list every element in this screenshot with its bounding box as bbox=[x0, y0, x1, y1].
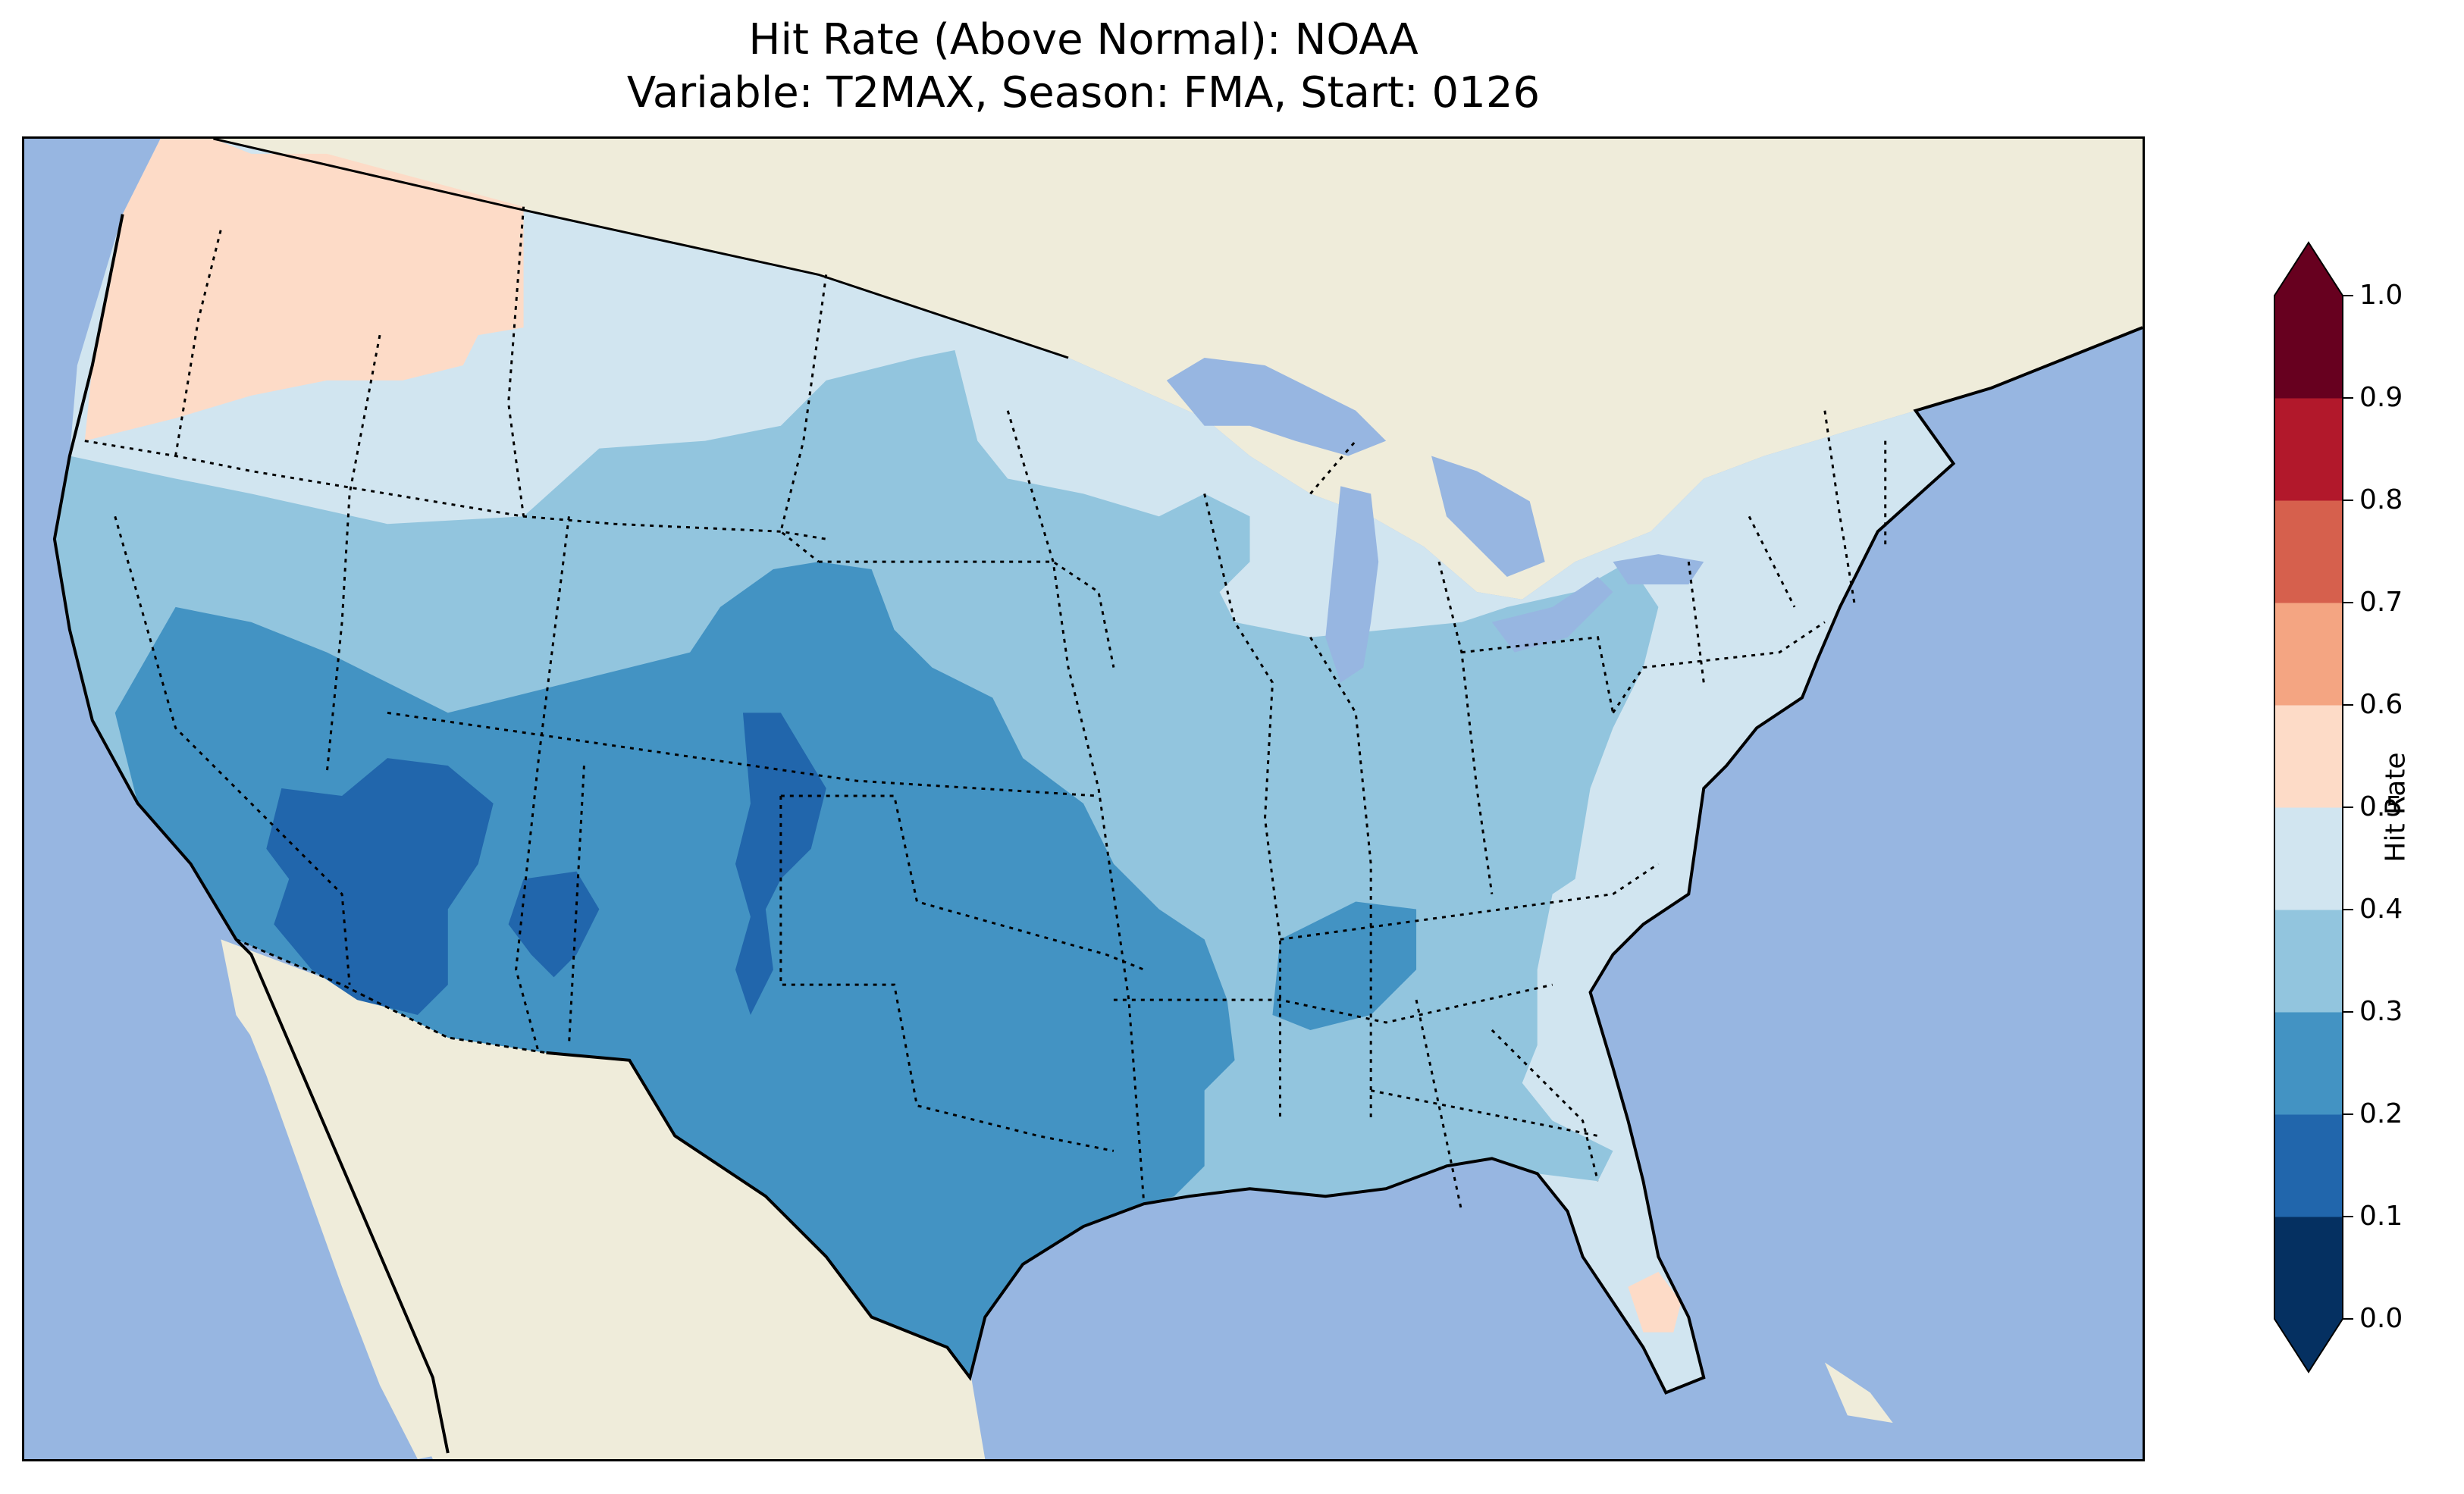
colorbar-tick-label: 0.6 bbox=[2359, 689, 2403, 720]
colorbar-bin bbox=[2274, 1012, 2343, 1115]
lake-ontario bbox=[1613, 554, 1704, 584]
colorbar-bin bbox=[2274, 398, 2343, 501]
state-borders bbox=[84, 206, 1887, 1212]
colorbar-tick-label: 0.0 bbox=[2359, 1303, 2403, 1334]
baja-land bbox=[221, 939, 448, 1459]
colorbar-tick-label: 0.1 bbox=[2359, 1201, 2403, 1232]
colorbar bbox=[2274, 241, 2353, 1373]
region-southeast-dark bbox=[1272, 901, 1417, 1030]
region-four-corners bbox=[266, 758, 494, 1016]
canada-land bbox=[160, 139, 2143, 600]
title-line-2: Variable: T2MAX, Season: FMA, Start: 012… bbox=[626, 68, 1541, 117]
lake-superior bbox=[1166, 358, 1387, 456]
lake-huron bbox=[1431, 456, 1545, 578]
colorbar-tick-label: 0.7 bbox=[2359, 587, 2403, 618]
cuba-land bbox=[1824, 1362, 1893, 1424]
colorbar-bin bbox=[2274, 500, 2343, 603]
colorbar-bin bbox=[2274, 1114, 2343, 1217]
canada-border bbox=[213, 139, 1069, 359]
colorbar-tick-label: 0.3 bbox=[2359, 996, 2403, 1027]
colorbar-tick-label: 0.4 bbox=[2359, 894, 2403, 925]
lake-michigan bbox=[1325, 486, 1379, 683]
title-line-1: Hit Rate (Above Normal): NOAA bbox=[748, 15, 1419, 64]
region-nm-spot bbox=[508, 871, 600, 978]
region-pacific-northwest bbox=[84, 139, 524, 441]
region-colorado-core bbox=[735, 713, 826, 1016]
region-south-florida bbox=[1628, 1271, 1682, 1333]
colorbar-extend-over bbox=[2274, 243, 2343, 296]
colorbar-bin bbox=[2274, 910, 2343, 1013]
colorbar-bin bbox=[2274, 705, 2343, 808]
colorbar-bin bbox=[2274, 603, 2343, 706]
figure-title: Hit Rate (Above Normal): NOAA Variable: … bbox=[0, 14, 2167, 120]
colorbar-tick-label: 0.8 bbox=[2359, 484, 2403, 515]
colorbar-bin bbox=[2274, 1217, 2343, 1320]
map-panel bbox=[22, 136, 2145, 1461]
colorbar-tick-label: 0.2 bbox=[2359, 1098, 2403, 1129]
colorbar-tick-label: 0.9 bbox=[2359, 382, 2403, 413]
colorbar-bin bbox=[2274, 807, 2343, 910]
colorbar-svg bbox=[2274, 241, 2353, 1373]
colorbar-tick-label: 0.5 bbox=[2359, 791, 2403, 822]
colorbar-label: Hit Rate bbox=[2380, 752, 2412, 863]
mexico-border bbox=[235, 938, 547, 1054]
coastline bbox=[52, 214, 2143, 1454]
colorbar-bin bbox=[2274, 296, 2343, 399]
lake-erie bbox=[1491, 577, 1613, 653]
us-map bbox=[52, 139, 2143, 1459]
colorbar-extend-under bbox=[2274, 1319, 2343, 1372]
colorbar-tick-label: 1.0 bbox=[2359, 280, 2403, 311]
